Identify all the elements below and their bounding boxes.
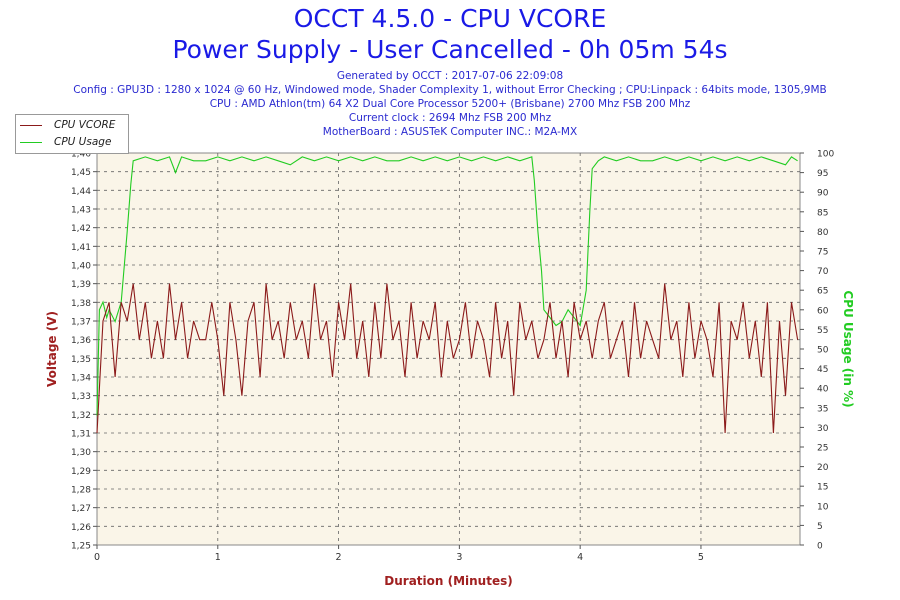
y-right-tick-label: 75	[817, 248, 828, 258]
y-left-tick-label: 1,25	[71, 542, 91, 552]
x-tick-label: 3	[456, 552, 462, 563]
y-left-tick-label: 1,29	[71, 467, 91, 477]
legend: CPU VCORE CPU Usage	[15, 114, 129, 154]
legend-label-vcore: CPU VCORE	[54, 119, 116, 131]
y-left-tick-label: 1,32	[71, 411, 91, 421]
x-tick-label: 0	[94, 552, 100, 563]
y-left-tick-label: 1,39	[71, 280, 91, 290]
y-left-tick-label: 1,41	[71, 243, 91, 253]
y-right-tick-label: 80	[817, 228, 829, 238]
y-right-tick-label: 65	[817, 287, 828, 297]
y-left-tick-label: 1,35	[71, 355, 91, 365]
y-right-tick-label: 0	[817, 542, 823, 552]
y-left-tick-label: 1,30	[71, 448, 91, 458]
legend-swatch-vcore	[20, 124, 42, 126]
y-right-tick-label: 10	[817, 502, 829, 512]
y-left-tick-label: 1,31	[71, 430, 91, 440]
info-config: Config : GPU3D : 1280 x 1024 @ 60 Hz, Wi…	[73, 84, 827, 96]
y-left-tick-label: 1,28	[71, 486, 91, 496]
x-tick-label: 4	[577, 552, 583, 563]
y-right-tick-label: 60	[817, 306, 829, 316]
y-left-tick-label: 1,46	[71, 150, 91, 160]
y-left-axis-label: Voltage (V)	[45, 311, 59, 387]
legend-item-vcore: CPU VCORE	[20, 118, 115, 132]
legend-swatch-usage	[20, 141, 42, 143]
legend-item-usage: CPU Usage	[20, 135, 111, 149]
series-line-cpu-vcore	[96, 283, 799, 434]
plot-area	[96, 152, 801, 546]
chart-subtitle: Power Supply - User Cancelled - 0h 05m 5…	[172, 35, 728, 64]
y-left-tick-label: 1,45	[71, 168, 91, 178]
info-cpu: CPU : AMD Athlon(tm) 64 X2 Dual Core Pro…	[209, 98, 691, 110]
x-tick-label: 2	[336, 552, 342, 563]
y-right-tick-label: 70	[817, 267, 829, 277]
y-left-tick-label: 1,42	[71, 224, 91, 234]
y-left-tick-label: 1,44	[71, 187, 91, 197]
y-left-tick-label: 1,38	[71, 299, 91, 309]
y-right-tick-label: 95	[817, 169, 828, 179]
x-tick-label: 5	[698, 552, 704, 563]
y-right-tick-label: 85	[817, 208, 828, 218]
y-left-tick-label: 1,36	[71, 336, 91, 346]
y-right-tick-label: 15	[817, 483, 828, 493]
info-motherboard: MotherBoard : ASUSTeK Computer INC.: M2A…	[322, 126, 578, 138]
series-line-cpu-usage	[96, 156, 798, 416]
y-right-tick-label: 50	[817, 346, 829, 356]
y-right-tick-label: 55	[817, 326, 828, 336]
info-current-clock: Current clock : 2694 Mhz FSB 200 Mhz	[348, 112, 552, 124]
y-left-tick-label: 1,27	[71, 504, 91, 514]
y-left-tick-label: 1,40	[71, 262, 91, 272]
y-right-tick-label: 90	[817, 189, 829, 199]
y-right-tick-label: 25	[817, 444, 828, 454]
x-tick-label: 1	[215, 552, 221, 563]
y-left-tick-label: 1,43	[71, 206, 91, 216]
y-right-axis-label: CPU Usage (in %)	[841, 290, 855, 407]
x-axis-label: Duration (Minutes)	[384, 574, 512, 588]
y-left-tick-label: 1,37	[71, 318, 91, 328]
y-left-tick-label: 1,26	[71, 523, 91, 533]
y-right-tick-label: 40	[817, 385, 829, 395]
y-right-tick-label: 35	[817, 404, 828, 414]
y-left-tick-label: 1,34	[71, 374, 91, 384]
y-right-tick-label: 45	[817, 365, 828, 375]
y-right-tick-label: 30	[817, 424, 829, 434]
y-right-tick-label: 100	[817, 150, 834, 160]
chart-title: OCCT 4.5.0 - CPU VCORE	[293, 4, 607, 33]
legend-label-usage: CPU Usage	[54, 136, 112, 148]
y-right-tick-label: 20	[817, 463, 829, 473]
y-right-tick-label: 5	[817, 522, 823, 532]
y-left-tick-label: 1,33	[71, 392, 91, 402]
info-generated: Generated by OCCT : 2017-07-06 22:09:08	[336, 70, 564, 82]
